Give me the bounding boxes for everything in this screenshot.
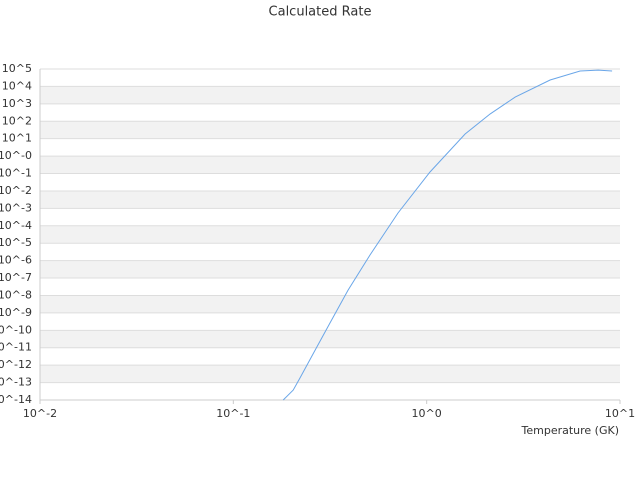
grid-band [40, 365, 620, 383]
grid-band [40, 121, 620, 139]
y-tick-label: 10^-12 [0, 358, 32, 371]
y-tick-label: 10^-10 [0, 323, 32, 336]
x-tick-label: 10^-2 [23, 407, 57, 420]
y-tick-label: 10^-14 [0, 393, 32, 406]
grid-band [40, 225, 620, 244]
x-axis-title: Temperature (GK) [521, 424, 620, 437]
grid-band [40, 260, 620, 279]
y-tick-label: 10^-3 [0, 201, 32, 214]
grid-band [40, 86, 620, 104]
grid-band [40, 295, 620, 313]
y-tick-label: 10^-6 [0, 254, 32, 267]
y-tick-label: 10^5 [2, 62, 32, 75]
y-tick-label: 10^-11 [0, 341, 32, 354]
y-tick-label: 10^-4 [0, 219, 32, 232]
x-tick-label: 10^0 [412, 407, 442, 420]
chart-title: Calculated Rate [269, 5, 372, 20]
x-tick-label: 10^-1 [216, 407, 250, 420]
y-tick-label: 10^-0 [0, 149, 32, 162]
x-tick-label: 10^1 [605, 407, 635, 420]
y-tick-label: 10^4 [2, 79, 32, 92]
y-tick-label: 10^-2 [0, 184, 32, 197]
grid-band [40, 156, 620, 174]
y-tick-label: 10^-9 [0, 306, 32, 319]
y-tick-label: 10^3 [2, 97, 32, 110]
y-tick-label: 10^-13 [0, 376, 32, 389]
grid-band [40, 190, 620, 209]
y-tick-label: 10^-1 [0, 167, 32, 180]
y-tick-label: 10^2 [2, 114, 32, 127]
y-tick-label: 10^-8 [0, 288, 32, 301]
y-tick-label: 10^-5 [0, 236, 32, 249]
line [282, 69, 613, 401]
y-tick-label: 10^-7 [0, 271, 32, 284]
y-tick-label: 10^1 [2, 132, 32, 145]
grid-band [40, 330, 620, 348]
